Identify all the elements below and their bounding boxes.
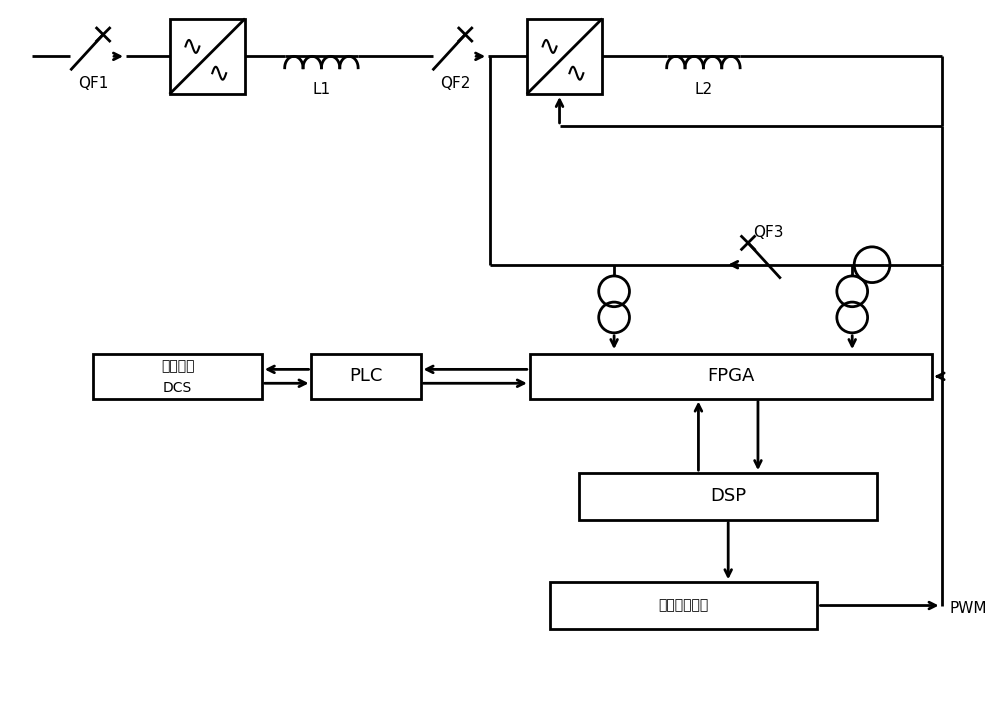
Bar (579, 473, 877, 520)
Text: PWM: PWM (949, 601, 987, 616)
Bar (170, 18, 245, 94)
Bar (93, 354, 262, 398)
Bar (527, 18, 602, 94)
Text: 脈沖管理單元: 脈沖管理單元 (658, 598, 709, 613)
Text: DSP: DSP (710, 487, 746, 506)
Bar (530, 354, 932, 398)
Bar (550, 582, 817, 629)
Text: QF2: QF2 (440, 76, 471, 91)
Text: QF3: QF3 (753, 225, 783, 240)
Text: DCS: DCS (163, 381, 192, 395)
Bar (311, 354, 421, 398)
Text: PLC: PLC (349, 367, 383, 385)
Text: QF1: QF1 (78, 76, 108, 91)
Text: L2: L2 (694, 82, 712, 97)
Text: FPGA: FPGA (707, 367, 754, 385)
Text: L1: L1 (312, 82, 330, 97)
Text: 觸摸屏或: 觸摸屏或 (161, 359, 194, 374)
